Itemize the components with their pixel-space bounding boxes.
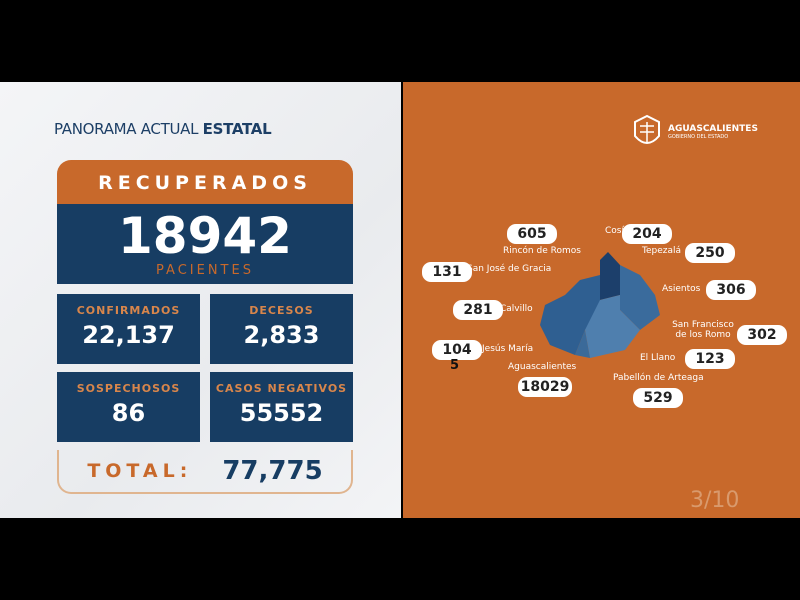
- municipio-name: Tepezalá: [642, 246, 682, 256]
- municipio-name: Jesús María: [482, 344, 534, 354]
- municipio-name: El Llano: [640, 353, 676, 363]
- municipio-name: Cosío: [605, 226, 630, 236]
- municipio-value: 131: [422, 262, 472, 282]
- municipio-name: Calvillo: [500, 304, 533, 314]
- total-label: TOTAL:: [87, 460, 193, 482]
- total-box: TOTAL: 77,775: [57, 450, 353, 494]
- municipio-value: 204: [622, 224, 672, 244]
- stat-confirmados: CONFIRMADOS 22,137: [57, 294, 200, 364]
- municipio-value: 104: [432, 340, 482, 360]
- page-title: PANORAMA ACTUAL ESTATAL: [54, 120, 272, 138]
- municipio-value: 281: [453, 300, 503, 320]
- municipio-value: 306: [706, 280, 756, 300]
- map-region-center: [585, 295, 640, 358]
- recuperados-unit: PACIENTES: [156, 263, 254, 278]
- municipio-name: Asientos: [662, 284, 701, 294]
- stat-decesos: DECESOS 2,833: [210, 294, 353, 364]
- municipio-name: Rincón de Romos: [503, 246, 581, 256]
- recuperados-label: RECUPERADOS: [57, 160, 353, 204]
- municipio-value: 250: [685, 243, 735, 263]
- coat-of-arms-icon: [634, 114, 660, 144]
- municipio-name: Aguascalientes: [508, 362, 577, 372]
- municipio-value: 123: [685, 349, 735, 369]
- total-value: 77,775: [222, 456, 323, 486]
- logo: AGUASCALIENTES GOBIERNO DEL ESTADO: [630, 114, 758, 150]
- map-region-north: [600, 252, 620, 300]
- municipio-name: San José de Gracia: [467, 264, 552, 274]
- map-region-west: [540, 275, 600, 355]
- jesus-maria-extra: 5: [450, 358, 460, 373]
- municipio-name: Pabellón de Arteaga: [613, 373, 704, 383]
- municipio-value: 302: [737, 325, 787, 345]
- municipio-value: 529: [633, 388, 683, 408]
- map-region-east: [620, 265, 660, 330]
- recuperados-card: 18942 PACIENTES: [57, 204, 353, 284]
- recuperados-value: 18942: [118, 207, 292, 265]
- map-region-south: [575, 330, 590, 358]
- page-indicator: 3/10: [690, 488, 740, 513]
- municipio-name: San Francisco de los Romo: [672, 320, 734, 340]
- aguascalientes-map: [540, 252, 660, 358]
- stat-negativos: CASOS NEGATIVOS 55552: [210, 372, 353, 442]
- municipio-value: 18029: [518, 377, 572, 397]
- municipio-value: 605: [507, 224, 557, 244]
- stat-sospechosos: SOSPECHOSOS 86: [57, 372, 200, 442]
